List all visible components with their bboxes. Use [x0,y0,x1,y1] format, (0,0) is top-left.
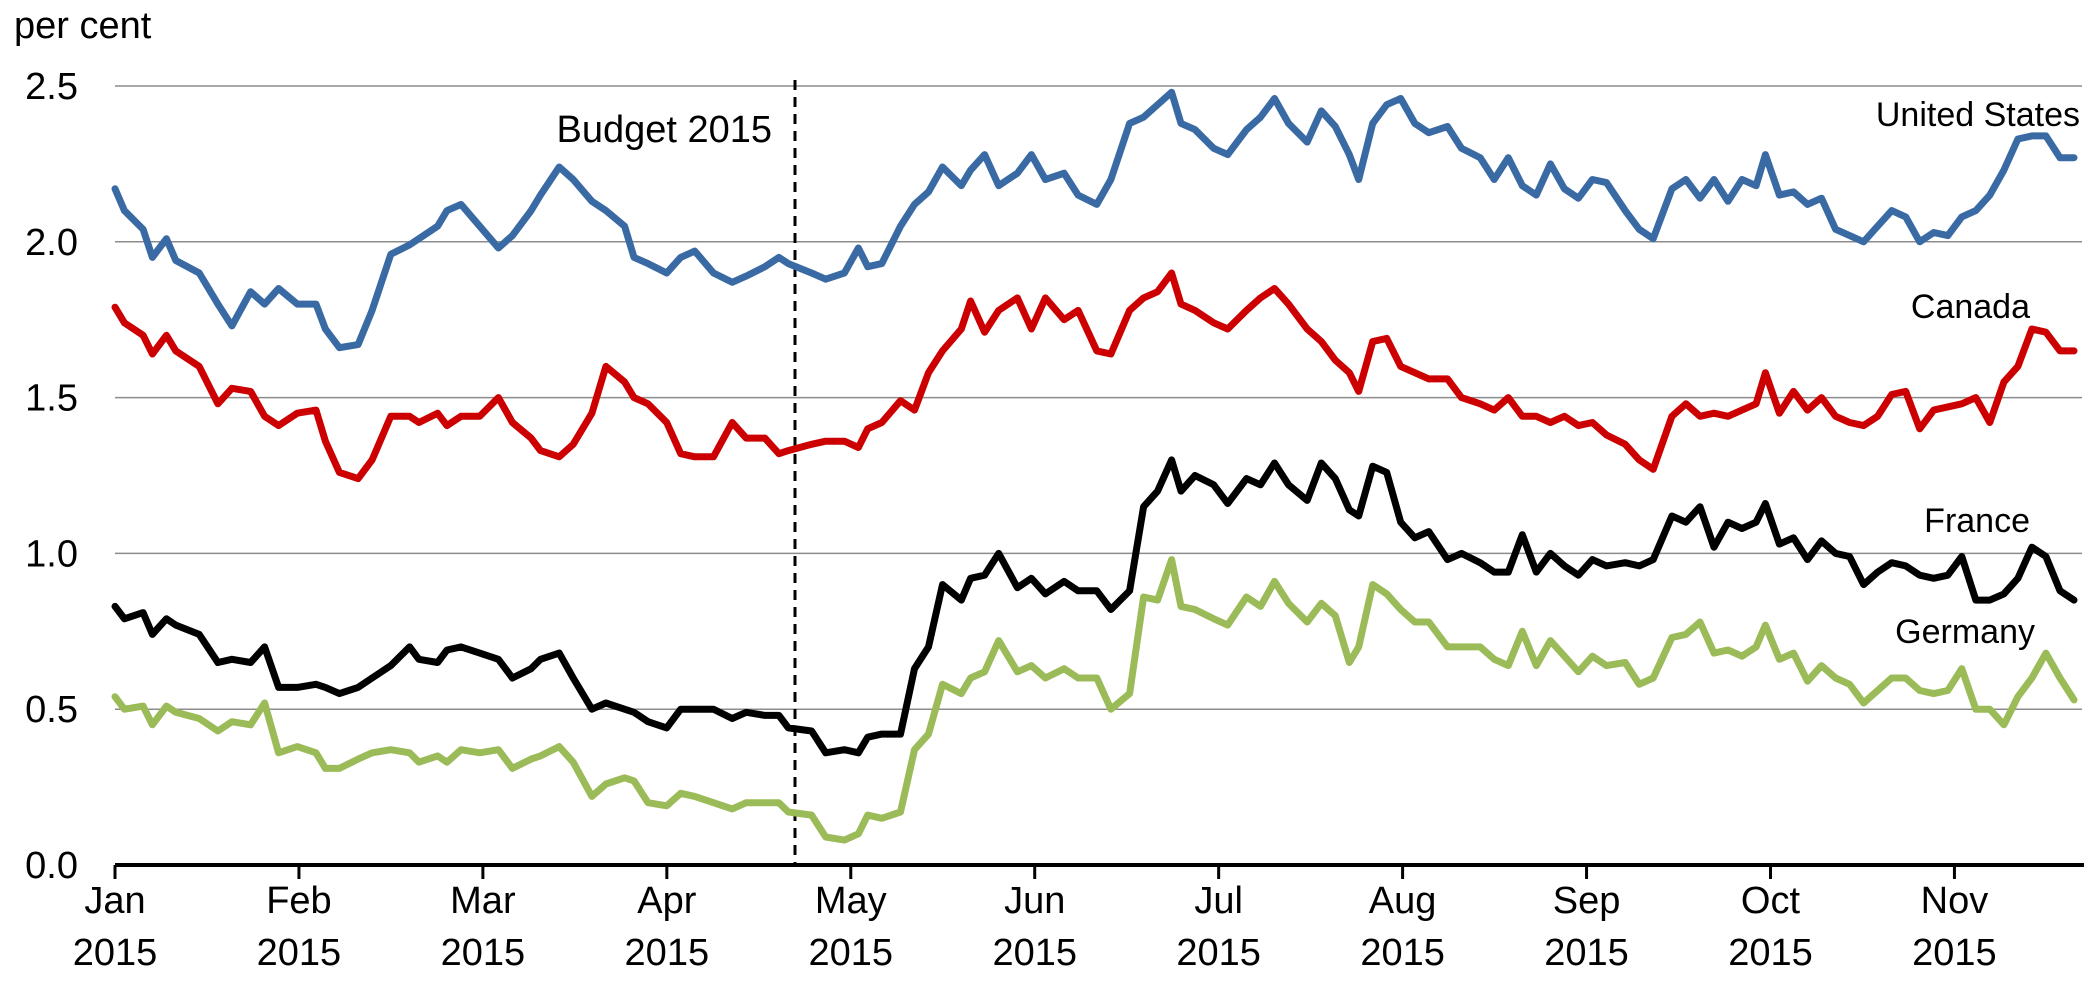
x-tick-label-year: 2015 [1176,932,1261,974]
series-line-germany [111,556,2078,844]
budget-label: Budget 2015 [556,109,772,151]
y-tick-label: 2.5 [25,66,78,108]
x-tick-label-month: Mar [450,880,516,922]
series-label-canada: Canada [1911,288,2030,326]
x-tick-label-year: 2015 [1912,932,1997,974]
x-tick-label-month: Jul [1194,880,1243,922]
y-axis-ticks: 0.0 0.5 1.0 1.5 2.0 2.5 [25,66,78,887]
series-label-germany: Germany [1895,613,2035,651]
y-axis-unit-label: per cent [14,5,152,47]
x-tick-label-month: Apr [637,880,696,922]
x-tick-label-month: Oct [1741,880,1801,922]
x-tick-label-month: May [815,880,887,922]
budget-annotation: Budget 2015 [556,80,797,865]
series-label-france: France [1924,502,2030,540]
x-tick-label-month: Jan [84,880,145,922]
y-tick-label: 0.0 [25,845,78,887]
series-line-canada [111,269,2078,483]
series-label-united-states: United States [1876,96,2080,134]
x-tick-label-year: 2015 [625,932,710,974]
y-tick-label: 2.0 [25,222,78,264]
x-tick-label-month: Feb [266,880,331,922]
x-tick-label-year: 2015 [1544,932,1629,974]
x-axis-ticks: Jan 2015 Feb 2015 Mar 2015 Apr 2015 May 2015 Jun 20… [73,865,1997,974]
x-tick-label-month: Jun [1004,880,1065,922]
y-tick-label: 1.0 [25,533,78,575]
gridlines [115,85,2082,710]
x-tick-label-year: 2015 [73,932,158,974]
x-tick-label-year: 2015 [1728,932,1813,974]
y-tick-label: 1.5 [25,378,78,420]
x-tick-label-year: 2015 [1360,932,1445,974]
x-tick-label-year: 2015 [441,932,526,974]
series-lines [111,88,2078,844]
x-tick-label-month: Nov [1921,880,1989,922]
x-tick-label-month: Sep [1553,880,1621,922]
series-line-france [111,456,2078,757]
x-tick-label-year: 2015 [257,932,342,974]
series-line-united-states [111,88,2078,352]
y-tick-label: 0.5 [25,689,78,731]
x-tick-label-year: 2015 [992,932,1077,974]
series-labels: United States Canada France Germany [1876,96,2080,651]
x-tick-label-year: 2015 [809,932,894,974]
x-tick-label-month: Aug [1369,880,1437,922]
